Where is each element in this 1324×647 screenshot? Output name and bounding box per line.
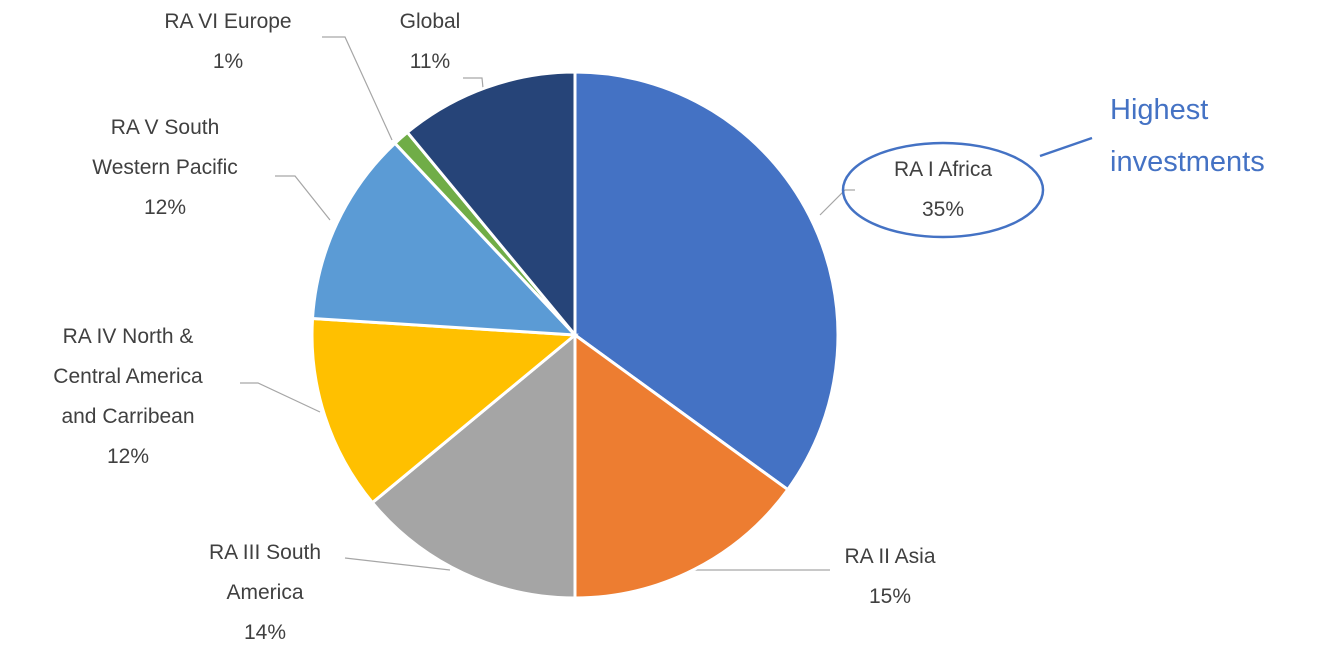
category-label: RA III South America: [208, 541, 322, 604]
data-label: RA I Africa 35%: [858, 150, 1028, 230]
annotation-line: [1039, 136, 1093, 158]
slice: [573, 332, 790, 600]
slice: [370, 331, 577, 600]
slice: [573, 70, 840, 492]
slices: [310, 70, 840, 600]
category-label: RA II Asia: [844, 545, 936, 568]
value-label: 12%: [106, 445, 150, 468]
annotation: Highest investments: [1110, 94, 1265, 178]
data-label: RA V South Western Pacific 12%: [80, 108, 250, 228]
highlight-ellipse: [841, 141, 1045, 239]
category-label: RA VI Europe: [164, 10, 292, 33]
category-label: RA IV North & Central America and Carrib…: [53, 325, 203, 428]
leader-line: [240, 382, 321, 413]
slice: [405, 70, 577, 340]
data-label: RA II Asia 15%: [805, 537, 975, 617]
category-label: RA V South Western Pacific: [92, 116, 238, 179]
value-label: 14%: [243, 621, 287, 644]
leader-line: [344, 557, 451, 571]
value-label: 1%: [212, 50, 244, 73]
leader-lines: [240, 36, 855, 571]
value-label: 11%: [409, 50, 451, 73]
value-label: 15%: [868, 585, 912, 608]
data-label: Global 11%: [370, 2, 490, 82]
leader-line: [275, 175, 331, 221]
category-label: Global: [399, 10, 461, 33]
data-label: RA VI Europe 1%: [143, 2, 313, 82]
value-label: 35%: [921, 198, 965, 221]
slice: [310, 141, 579, 337]
leader-line: [322, 36, 393, 141]
slice: [310, 316, 579, 505]
data-label: RA IV North & Central America and Carrib…: [33, 317, 223, 477]
value-label: 12%: [143, 196, 187, 219]
data-label: RA III South America 14%: [180, 533, 350, 647]
category-label: RA I Africa: [893, 158, 993, 181]
leader-line: [819, 189, 855, 216]
